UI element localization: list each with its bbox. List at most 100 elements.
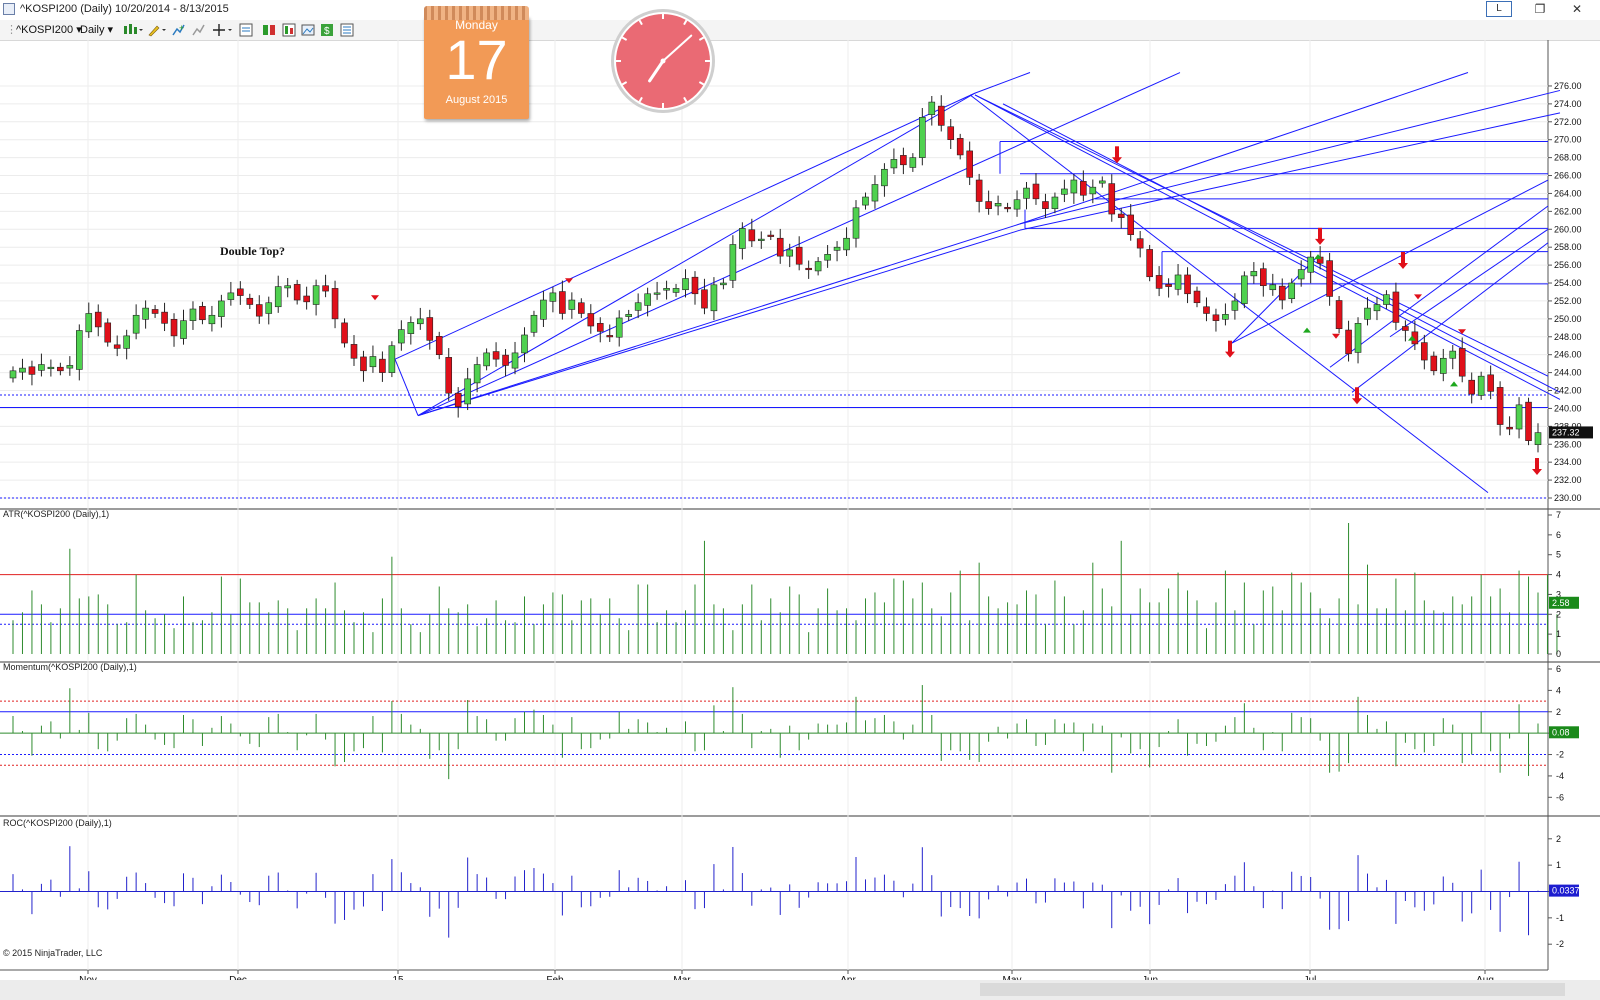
candle-body	[1117, 213, 1125, 218]
chart-trader-icon[interactable]	[282, 23, 296, 37]
calendar-page	[424, 16, 529, 119]
l-button[interactable]: L	[1486, 1, 1512, 17]
momentum-tick-label: -4	[1556, 771, 1564, 781]
candle-body	[1250, 271, 1258, 277]
roc-panel-title: ROC(^KOSPI200 (Daily),1)	[3, 818, 112, 828]
restore-icon[interactable]: ❐	[1534, 2, 1546, 16]
candle-body	[47, 366, 55, 370]
candle-body	[1468, 379, 1475, 395]
candle-body	[1051, 196, 1059, 209]
trend-line	[394, 92, 976, 360]
sell-arrow-head	[1315, 238, 1325, 245]
candle-body	[1222, 314, 1229, 320]
candle-body	[454, 392, 462, 407]
price-tick-label: 254.00	[1554, 278, 1582, 288]
candle-body	[341, 322, 348, 344]
candle-body	[1212, 314, 1220, 321]
candle-body	[966, 150, 973, 178]
crosshair-icon[interactable]	[213, 23, 232, 37]
scrollbar-thumb[interactable]	[980, 983, 1565, 996]
candle-body	[919, 117, 926, 158]
candle-body	[227, 292, 235, 300]
svg-text:$: $	[324, 26, 330, 37]
interval-label: Daily	[80, 24, 105, 36]
candle-body	[1042, 201, 1049, 209]
chart-canvas[interactable]: 276.00 274.00 272.00 270.00 268.00 266.00 264.…	[0, 40, 1600, 986]
sell-arrow	[1535, 458, 1539, 471]
clock-tick	[698, 36, 705, 41]
candle-body	[1496, 387, 1504, 425]
interval-selector[interactable]: Daily ▾	[80, 22, 113, 38]
candle-body	[1421, 342, 1428, 361]
trend-line	[974, 94, 1549, 377]
candle-body	[833, 246, 841, 251]
candle-body	[843, 237, 850, 251]
candle-body	[1004, 207, 1011, 210]
sell-marker	[565, 278, 573, 284]
clock-tick	[638, 96, 643, 103]
window-title: ^KOSPI200 (Daily) 10/20/2014 - 8/13/2015	[20, 3, 229, 15]
trend-line	[1329, 205, 1549, 368]
candle-body	[1288, 282, 1296, 299]
price-tick-label: 238.00	[1554, 421, 1582, 431]
trend-line	[1389, 228, 1549, 338]
add-indicator-icon[interactable]: +	[171, 23, 185, 37]
candle-body	[975, 179, 983, 202]
horizontal-scrollbar[interactable]	[0, 980, 1600, 1000]
pencil-icon[interactable]	[147, 23, 166, 37]
close-icon[interactable]: ✕	[1571, 2, 1583, 16]
candle-body	[1326, 260, 1333, 297]
candle-body	[1383, 294, 1390, 305]
trend-line	[1002, 103, 1561, 393]
candle-body	[312, 285, 320, 305]
app-icon	[3, 3, 15, 15]
strategy-icon[interactable]	[191, 23, 205, 37]
candle-body	[416, 318, 424, 325]
candle-body	[1269, 284, 1277, 291]
candle-body	[691, 276, 699, 295]
candle-body	[284, 285, 291, 289]
candlestick-series	[9, 95, 1542, 453]
candle-body	[492, 351, 500, 360]
candle-body	[824, 254, 831, 261]
candle-body	[587, 313, 595, 327]
sell-arrow-head	[1398, 263, 1408, 270]
atr-last-label: 2.58	[1552, 598, 1570, 608]
candle-body	[871, 184, 879, 202]
image-icon[interactable]	[301, 23, 315, 37]
instrument-selector[interactable]: ^KOSPI200 ▾	[16, 22, 82, 38]
candle-body	[596, 323, 604, 332]
candle-body	[710, 284, 718, 312]
data-box-icon[interactable]	[239, 23, 253, 37]
chevron-down-icon: ▾	[107, 24, 114, 36]
price-tick-label: 264.00	[1554, 188, 1582, 198]
last-price-marker	[1549, 426, 1593, 439]
candle-body	[729, 244, 737, 281]
order-icon[interactable]	[262, 23, 276, 37]
candle-body	[1203, 306, 1210, 314]
chart-area[interactable]: 276.00 274.00 272.00 270.00 268.00 266.00 264.…	[0, 40, 1600, 986]
double-top-annotation: Double Top?	[220, 244, 285, 258]
candle-body	[94, 311, 102, 328]
clock-hour-hand	[648, 59, 665, 83]
candle-body	[85, 313, 93, 333]
signal-markers	[371, 146, 1542, 476]
sell-marker	[371, 295, 379, 301]
chart-style-icon[interactable]	[123, 23, 143, 37]
candle-body	[473, 364, 481, 384]
last-price-label: 237.32	[1552, 427, 1580, 437]
properties-icon[interactable]	[340, 23, 354, 37]
candle-body	[663, 288, 670, 291]
buy-marker	[1408, 335, 1416, 341]
price-axis[interactable]: 276.00 274.00 272.00 270.00 268.00 266.00 264.…	[79, 81, 1593, 986]
candle-body	[1297, 269, 1305, 280]
atr-tick-label: 6	[1556, 530, 1561, 540]
price-tick-label: 250.00	[1554, 314, 1582, 324]
roc-tick-label: 2	[1556, 834, 1561, 844]
drawing-tools[interactable]	[0, 72, 1561, 499]
candle-body	[881, 168, 888, 187]
candle-body	[1136, 238, 1144, 249]
currency-icon[interactable]: $	[320, 23, 334, 37]
candle-body	[653, 292, 661, 295]
price-tick-label: 252.00	[1554, 296, 1582, 306]
